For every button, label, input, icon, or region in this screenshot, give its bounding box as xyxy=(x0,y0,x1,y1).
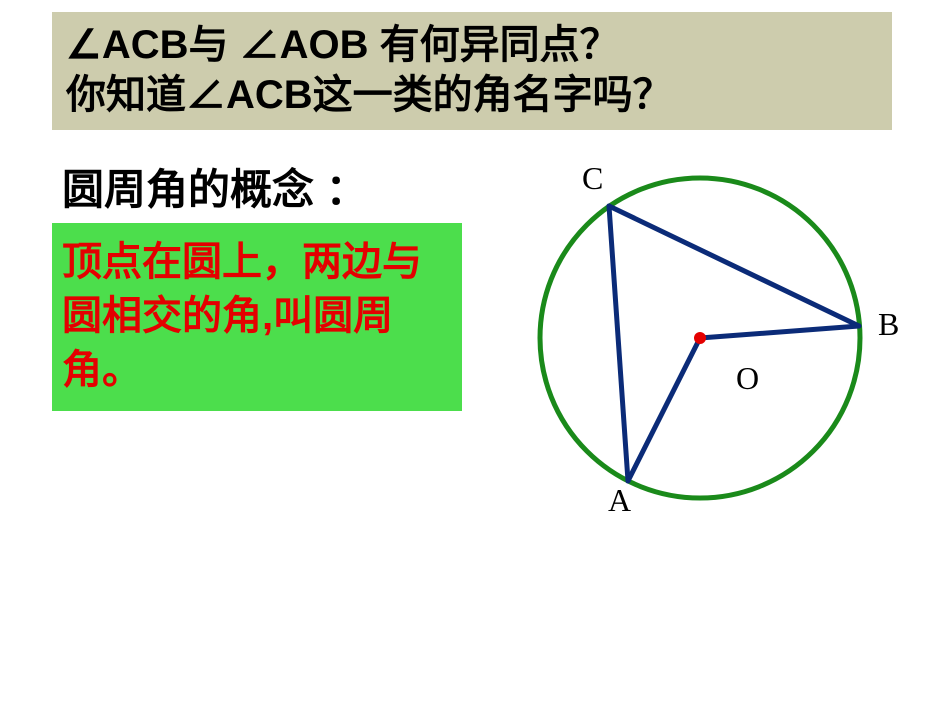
circle-diagram xyxy=(500,148,920,548)
question-box: ∠ACB与 ∠AOB 有何异同点？ 你知道∠ACB这一类的角名字吗？ xyxy=(52,12,892,130)
label-a: A xyxy=(608,482,631,519)
definition-text: 顶点在圆上，两边与圆相交的角,叫圆周角。 xyxy=(62,235,452,397)
definition-box: 顶点在圆上，两边与圆相交的角,叫圆周角。 xyxy=(52,223,462,411)
label-o: O xyxy=(736,360,759,397)
question-line-2: 你知道∠ACB这一类的角名字吗？ xyxy=(66,70,878,120)
question-line-1: ∠ACB与 ∠AOB 有何异同点？ xyxy=(66,20,878,70)
label-b: B xyxy=(878,306,899,343)
concept-title: 圆周角的概念 ： xyxy=(62,156,368,217)
diagram-svg xyxy=(500,148,920,548)
label-c: C xyxy=(582,160,603,197)
